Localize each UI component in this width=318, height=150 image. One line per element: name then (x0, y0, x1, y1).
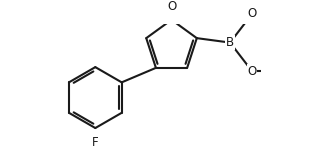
Text: O: O (168, 0, 177, 13)
Text: O: O (247, 65, 257, 78)
Text: B: B (226, 36, 234, 49)
Text: O: O (247, 7, 257, 20)
Text: F: F (92, 136, 99, 149)
